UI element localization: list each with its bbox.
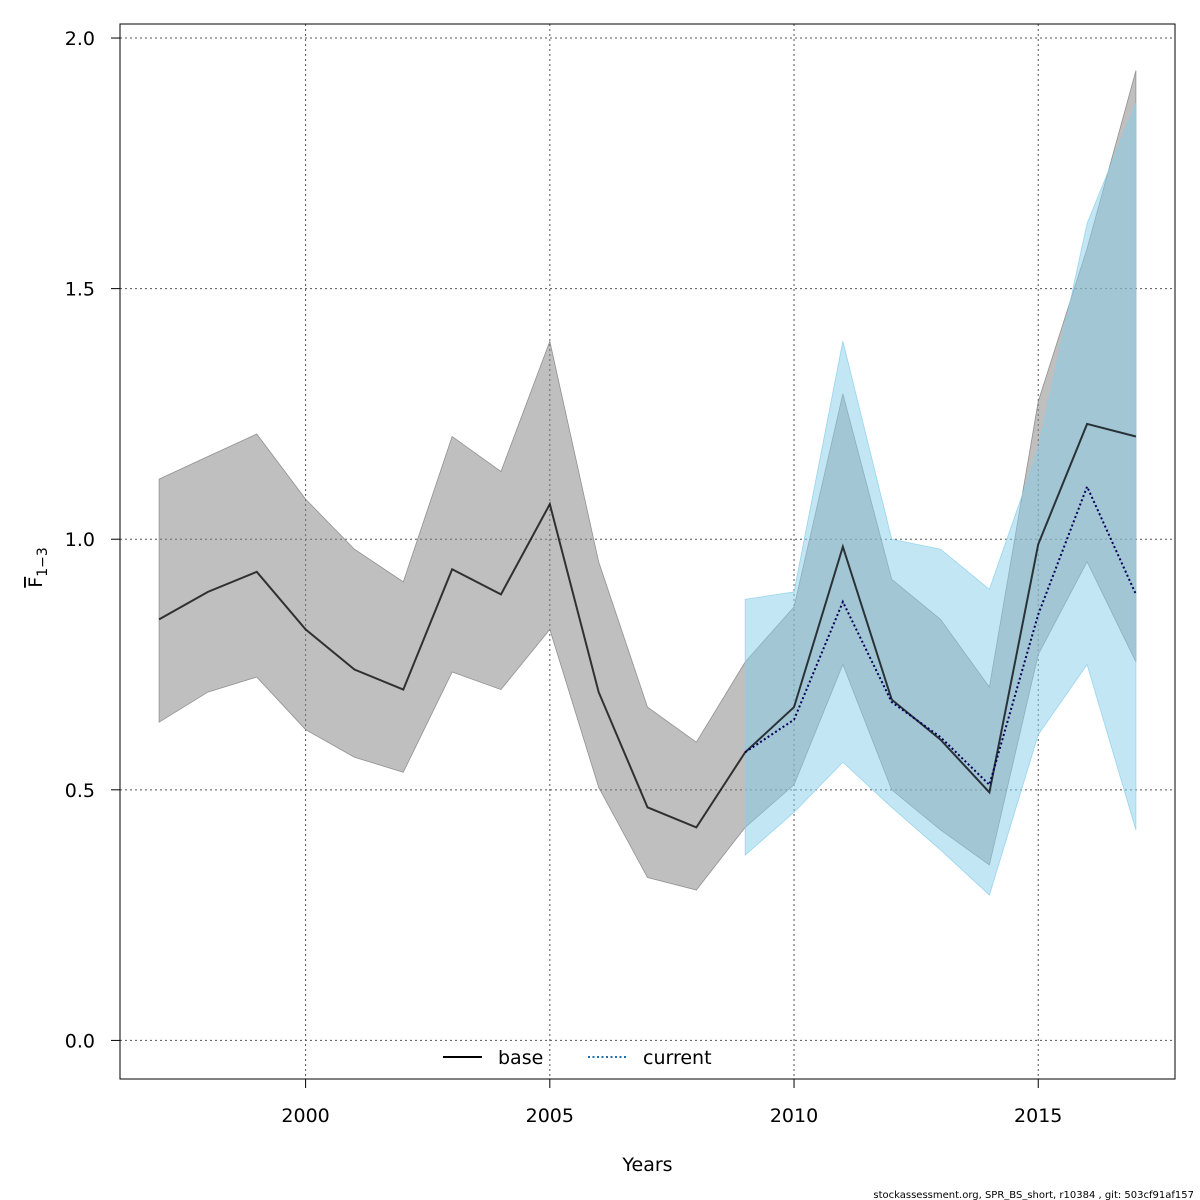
confidence-bands — [158, 70, 1137, 896]
x-tick-label-2005: 2005 — [526, 1105, 574, 1127]
svg-text:F1−3: F1−3 — [25, 547, 51, 587]
legend-label-base: base — [498, 1047, 543, 1069]
x-axis-title: Years — [621, 1154, 672, 1176]
y-axis-title-subscript: 1−3 — [35, 547, 51, 577]
y-axis-title-main: F — [25, 577, 47, 588]
plot-frame — [119, 23, 1176, 1080]
y-tick-label-2.0: 2.0 — [65, 28, 95, 50]
axes: 2000 2005 2010 2015 0.0 0.5 1.0 1.5 2.0 — [65, 28, 1063, 1127]
y-tick-label-1.5: 1.5 — [65, 279, 95, 301]
x-tick-label-2015: 2015 — [1014, 1105, 1062, 1127]
line-current — [744, 484, 1137, 787]
legend: base current — [443, 1047, 712, 1069]
y-axis-title: F1−3 — [25, 547, 51, 587]
y-tick-label-0.5: 0.5 — [65, 780, 95, 802]
legend-label-current: current — [643, 1047, 712, 1069]
x-tick-label-2010: 2010 — [770, 1105, 818, 1127]
y-tick-label-1.0: 1.0 — [65, 529, 95, 551]
line-base — [158, 422, 1137, 829]
series-lines — [158, 422, 1137, 829]
y-tick-label-0.0: 0.0 — [65, 1030, 95, 1052]
footer-note: stockassessment.org, SPR_BS_short, r1038… — [873, 1190, 1194, 1200]
x-tick-label-2000: 2000 — [281, 1105, 329, 1127]
band-current — [744, 103, 1137, 896]
